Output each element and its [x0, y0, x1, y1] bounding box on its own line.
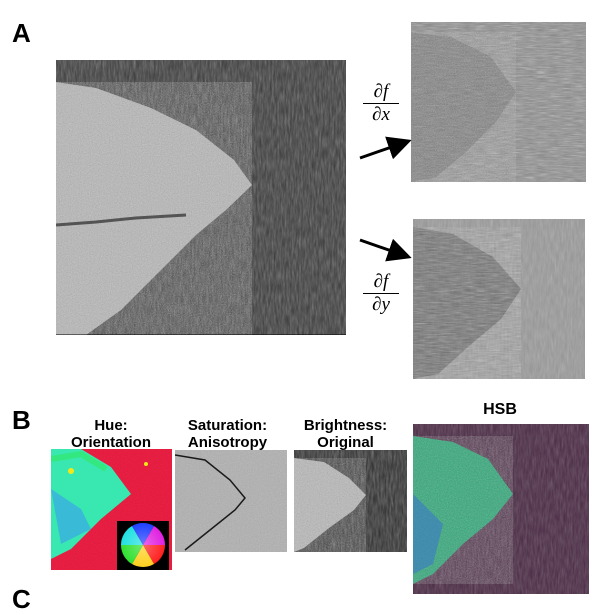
dfdy-numerator: ∂f [363, 272, 399, 294]
gradient-y-image [413, 219, 585, 379]
arrow-to-dfdy [359, 238, 412, 262]
hue-orientation-image [51, 449, 172, 570]
brightness-caption: Brightness: Original [288, 417, 403, 451]
panel-c-label: C [12, 584, 31, 614]
arrows-overlay [359, 136, 412, 262]
arrow-to-dfdx [359, 136, 412, 160]
gradient-x-image [411, 22, 586, 182]
saturation-anisotropy-image [175, 450, 287, 552]
hsb-title: HSB [483, 401, 517, 418]
hue-caption-line2: Orientation [70, 434, 151, 451]
hsb-composite-image [413, 424, 589, 594]
brightness-original-image [294, 450, 407, 552]
partial-derivative-y-label: ∂f ∂y [363, 272, 399, 315]
dfdx-denominator: ∂x [372, 104, 390, 125]
hue-caption: Hue: Orientation [56, 417, 166, 451]
panel-b-label: B [12, 405, 31, 435]
brightness-caption-line2: Original [317, 434, 374, 451]
saturation-caption-line1: Saturation: [187, 417, 268, 434]
original-tissue-image [56, 60, 346, 335]
dfdy-denominator: ∂y [372, 294, 390, 315]
dfdx-numerator: ∂f [363, 82, 399, 104]
saturation-caption: Saturation: Anisotropy [170, 417, 285, 451]
saturation-caption-line2: Anisotropy [187, 434, 268, 451]
partial-derivative-x-label: ∂f ∂x [363, 82, 399, 125]
panel-a-label: A [12, 18, 31, 48]
hue-caption-line1: Hue: [94, 417, 128, 434]
brightness-caption-line1: Brightness: [303, 417, 388, 434]
color-wheel-icon [117, 521, 169, 570]
